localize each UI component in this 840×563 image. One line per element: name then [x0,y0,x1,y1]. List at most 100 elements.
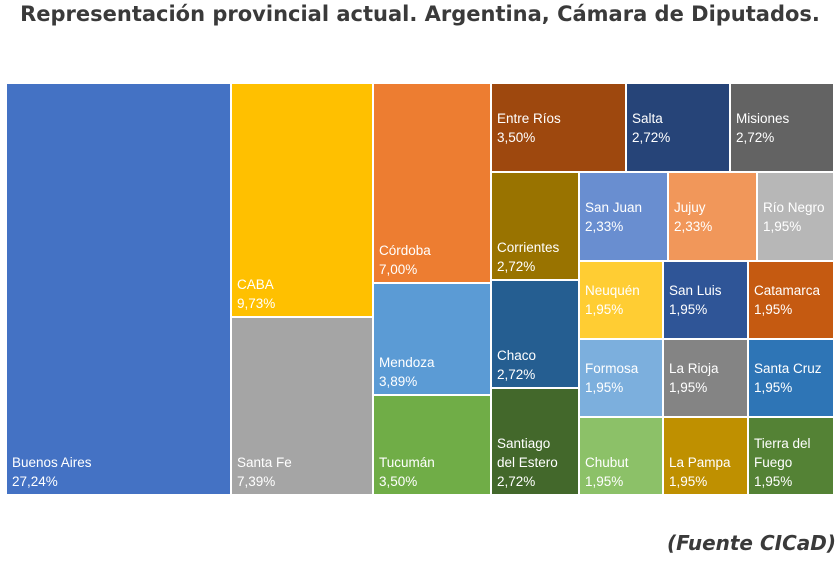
cell-percent: 1,95% [669,380,708,395]
cell-percent: 2,72% [736,129,775,145]
cell-label: Río Negro 1,95% [763,198,825,236]
cell-percent: 2,33% [585,218,624,234]
treemap-cell-formosa: Formosa 1,95% [579,339,663,417]
treemap-cell-san-luis: San Luis 1,95% [663,261,748,339]
cell-label: San Juan 2,33% [585,198,642,236]
treemap-cell-chaco: Chaco 2,72% [491,280,579,388]
cell-percent: 2,72% [497,259,536,274]
cell-label: Santa Cruz 1,95% [754,359,822,397]
cell-name: Corrientes [497,240,560,255]
cell-name: Neuquén [585,283,640,298]
treemap-cell-la-pampa: La Pampa 1,95% [663,417,748,495]
cell-percent: 1,95% [669,474,708,489]
cell-label: Córdoba 7,00% [379,241,431,279]
treemap-cell-santa-fe: Santa Fe 7,39% [231,317,373,495]
cell-name: Salta [632,110,663,126]
cell-name: La Rioja [669,361,719,376]
cell-label: Chubut 1,95% [585,453,629,491]
treemap-cell-córdoba: Córdoba 7,00% [373,83,491,283]
treemap-cell-santa-cruz: Santa Cruz 1,95% [748,339,834,417]
cell-label: Catamarca 1,95% [754,281,820,319]
cell-label: Chaco 2,72% [497,346,536,384]
cell-percent: 1,95% [754,474,793,489]
treemap-cell-caba: CABA 9,73% [231,83,373,317]
cell-percent: 3,50% [379,474,418,489]
cell-percent: 2,33% [674,218,713,234]
treemap-cell-mendoza: Mendoza 3,89% [373,283,491,395]
cell-percent: 1,95% [754,380,793,395]
cell-name: Tierra del [754,436,811,451]
cell-percent: 1,95% [669,302,708,317]
treemap-cell-san-juan: San Juan 2,33% [579,172,668,261]
cell-label: Mendoza 3,89% [379,353,435,391]
treemap-cell-santiago-del-estero: Santiago del Estero 2,72% [491,388,579,495]
treemap-cell-catamarca: Catamarca 1,95% [748,261,834,339]
cell-name: Mendoza [379,355,435,370]
treemap-cell-neuquén: Neuquén 1,95% [579,261,663,339]
cell-name: Santa Cruz [754,361,822,376]
treemap-cell-chubut: Chubut 1,95% [579,417,663,495]
treemap-cell-salta: Salta 2,72% [626,83,730,172]
cell-label: La Pampa 1,95% [669,453,731,491]
cell-label: Corrientes 2,72% [497,238,559,276]
cell-label: Entre Ríos 3,50% [497,109,561,147]
cell-name: del Estero [497,455,558,470]
cell-label: Misiones 2,72% [736,109,789,147]
cell-name: Buenos Aires [12,455,92,470]
treemap-cell-entre-ríos: Entre Ríos 3,50% [491,83,626,172]
cell-percent: 1,95% [754,302,793,317]
cell-name: San Juan [585,199,643,215]
treemap-cell-tucumán: Tucumán 3,50% [373,395,491,495]
cell-name: Santa Fe [237,455,292,470]
cell-label: Salta 2,72% [632,109,670,147]
treemap-cell-río-negro: Río Negro 1,95% [757,172,834,261]
cell-percent: 1,95% [585,302,624,317]
cell-name: Córdoba [379,243,431,258]
cell-percent: 2,72% [497,367,536,382]
cell-percent: 3,50% [497,129,536,145]
cell-percent: 7,00% [379,262,418,277]
treemap-cell-corrientes: Corrientes 2,72% [491,172,579,280]
cell-name: Catamarca [754,283,821,298]
cell-name: La Pampa [669,455,731,470]
cell-label: Buenos Aires 27,24% [12,453,92,491]
cell-label: La Rioja 1,95% [669,359,719,397]
cell-name: Fuego [754,455,793,470]
treemap-cell-la-rioja: La Rioja 1,95% [663,339,748,417]
cell-label: Santa Fe 7,39% [237,453,292,491]
cell-name: Entre Ríos [497,110,561,126]
cell-percent: 2,72% [497,474,536,489]
cell-name: Jujuy [674,199,706,215]
cell-name: Misiones [736,110,790,126]
cell-label: Formosa 1,95% [585,359,638,397]
cell-percent: 1,95% [585,474,624,489]
cell-label: Neuquén 1,95% [585,281,640,319]
cell-percent: 27,24% [12,474,58,489]
cell-label: Santiago del Estero 2,72% [497,434,558,491]
cell-name: CABA [237,277,274,292]
treemap-cell-buenos-aires: Buenos Aires 27,24% [6,83,231,495]
cell-label: CABA 9,73% [237,275,275,313]
cell-percent: 7,39% [237,474,276,489]
cell-percent: 9,73% [237,296,276,311]
cell-percent: 1,95% [585,380,624,395]
cell-label: Tierra del Fuego 1,95% [754,434,811,491]
treemap-cell-jujuy: Jujuy 2,33% [668,172,757,261]
chart-title: Representación provincial actual. Argent… [20,2,820,26]
cell-percent: 2,72% [632,129,671,145]
source-note: (Fuente CICaD) [666,531,836,555]
treemap-cell-tierra-del-fuego: Tierra del Fuego 1,95% [748,417,834,495]
treemap: Buenos Aires 27,24% CABA 9,73% Santa Fe 7,39%… [6,83,834,495]
treemap-cell-misiones: Misiones 2,72% [730,83,834,172]
cell-name: Formosa [585,361,639,376]
cell-name: Santiago [497,436,551,451]
cell-label: San Luis 1,95% [669,281,722,319]
cell-name: Chaco [497,348,537,363]
cell-label: Tucumán 3,50% [379,453,435,491]
cell-label: Jujuy 2,33% [674,198,712,236]
cell-name: Chubut [585,455,629,470]
cell-percent: 1,95% [763,218,802,234]
cell-name: San Luis [669,283,722,298]
cell-name: Tucumán [379,455,435,470]
cell-percent: 3,89% [379,374,418,389]
